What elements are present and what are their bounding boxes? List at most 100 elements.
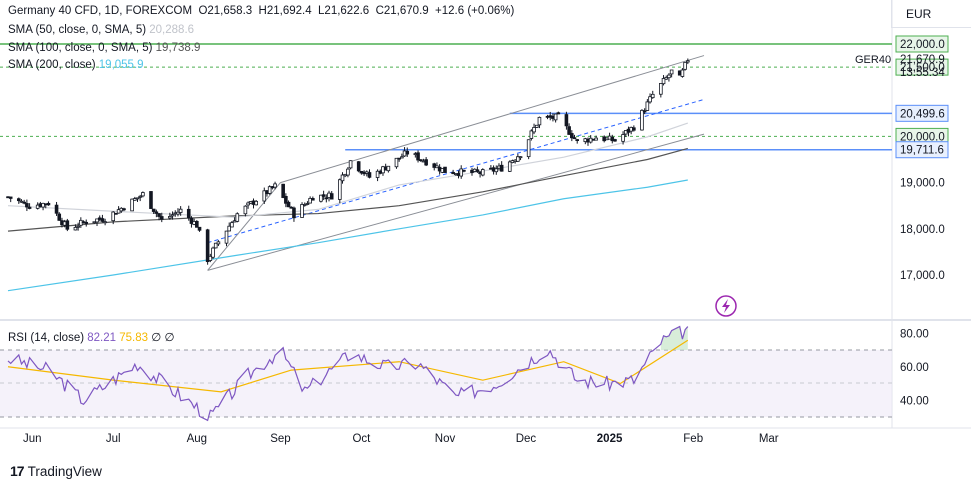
candle-body	[669, 69, 674, 75]
channel-lower-line[interactable]	[207, 133, 705, 271]
candle-body	[621, 134, 625, 142]
candle-body	[610, 136, 615, 142]
candle-body	[170, 214, 175, 217]
candle-body	[329, 193, 334, 200]
candle-body	[168, 216, 172, 219]
candle-body	[211, 247, 215, 258]
candle-body	[205, 229, 210, 263]
candle-body	[41, 202, 45, 208]
candle-body	[267, 186, 272, 194]
candle-body	[356, 161, 361, 172]
price-level-badge[interactable]	[895, 58, 949, 76]
candle-body	[367, 172, 372, 178]
candle-body	[246, 202, 250, 206]
candle-body	[227, 225, 232, 232]
candle-body	[567, 126, 571, 135]
candle-body	[159, 216, 164, 220]
open-label: O	[198, 5, 208, 17]
candle-body	[111, 211, 116, 222]
high-label: H	[258, 5, 267, 17]
rsi-axis-tick: 80.00	[900, 328, 929, 340]
candle-body	[556, 112, 561, 115]
candle-body	[132, 198, 137, 201]
candle-body	[572, 137, 577, 140]
bar-countdown: 13:55:34	[900, 67, 945, 79]
time-axis-label: Sep	[270, 433, 290, 445]
candle-body	[499, 164, 504, 172]
channel-mid-line[interactable]	[207, 98, 705, 244]
currency-selector[interactable]: EUR	[891, 0, 971, 28]
candle-body	[122, 208, 126, 211]
candle-body	[243, 205, 248, 215]
level-badge[interactable]	[895, 141, 949, 159]
rsi-overbought-fill	[660, 326, 688, 350]
price-axis-tick: 19,000.0	[900, 178, 945, 190]
rsi-legend[interactable]: RSI (14, close) 82.21 75.83 ∅ ∅	[8, 331, 175, 345]
candle-body	[130, 198, 134, 212]
price-axis-tick: 21,500.0	[900, 62, 945, 74]
sma50-value: 20,288.6	[149, 24, 195, 36]
candle-body	[305, 203, 310, 205]
sma200-value: 19,055.9	[98, 59, 144, 71]
candle-body	[213, 242, 218, 249]
candle-body	[103, 221, 107, 224]
price-level-badge[interactable]	[895, 35, 949, 53]
time-axis-label: Feb	[683, 433, 703, 445]
candle-body	[443, 166, 447, 173]
candle-body	[529, 130, 534, 139]
sma50-legend[interactable]: SMA (50, close, 0, SMA, 5) 20,288.6	[8, 23, 194, 37]
rsi-line	[7, 325, 689, 422]
candle-body	[186, 208, 191, 219]
candle-body	[400, 156, 404, 159]
candle-body	[197, 226, 202, 231]
candle-body	[95, 218, 99, 223]
candle-body	[397, 157, 401, 160]
candle-body	[216, 241, 221, 245]
time-axis-label: Mar	[759, 433, 779, 445]
candle-body	[19, 200, 24, 203]
candle-body	[300, 204, 304, 218]
tradingview-logo-icon: 17	[10, 463, 25, 479]
tradingview-watermark[interactable]: 17 TradingView	[10, 463, 102, 479]
sma200-line	[7, 179, 688, 292]
symbol-name[interactable]: Germany 40 CFD, 1D, FOREXCOM	[8, 5, 193, 17]
level-badge[interactable]	[895, 104, 949, 122]
time-axis-label: Aug	[187, 433, 207, 445]
candle-body	[149, 191, 153, 209]
candle-body	[138, 195, 142, 198]
candle-body	[178, 208, 183, 213]
candle-body	[25, 203, 29, 208]
candle-body	[338, 179, 342, 200]
candle-body	[286, 201, 291, 208]
channel-left-edge[interactable]	[207, 182, 281, 271]
candle-body	[208, 255, 213, 261]
candle-body	[645, 101, 650, 111]
candle-body	[462, 169, 466, 172]
sma200-legend[interactable]: SMA (200, close) 19,055.9	[8, 58, 144, 72]
candle-body	[151, 208, 156, 212]
candle-body	[683, 61, 687, 70]
candle-body	[157, 213, 161, 217]
candle-body	[594, 137, 598, 141]
level-badge-text: 19,711.6	[900, 145, 944, 157]
candle-body	[141, 192, 145, 197]
candle-body	[340, 174, 345, 182]
sma100-legend[interactable]: SMA (100, close, 0, SMA, 5) 19,738.9	[8, 41, 200, 55]
candle-body	[54, 204, 59, 214]
candle-body	[664, 77, 669, 80]
candle-body	[451, 171, 455, 175]
time-axis-label: Nov	[435, 433, 456, 445]
price-pane[interactable]	[0, 0, 892, 318]
candle-body	[114, 212, 118, 215]
candle-body	[435, 165, 439, 169]
rsi-ma-value: 75.83	[119, 332, 149, 344]
candle-body	[302, 204, 307, 206]
candle-body	[324, 197, 329, 200]
candle-body	[254, 200, 258, 206]
candle-body	[459, 168, 464, 177]
candle-body	[613, 139, 617, 142]
candle-body	[648, 96, 652, 103]
sma100-value: 19,738.9	[155, 42, 201, 54]
candle-body	[667, 74, 671, 79]
